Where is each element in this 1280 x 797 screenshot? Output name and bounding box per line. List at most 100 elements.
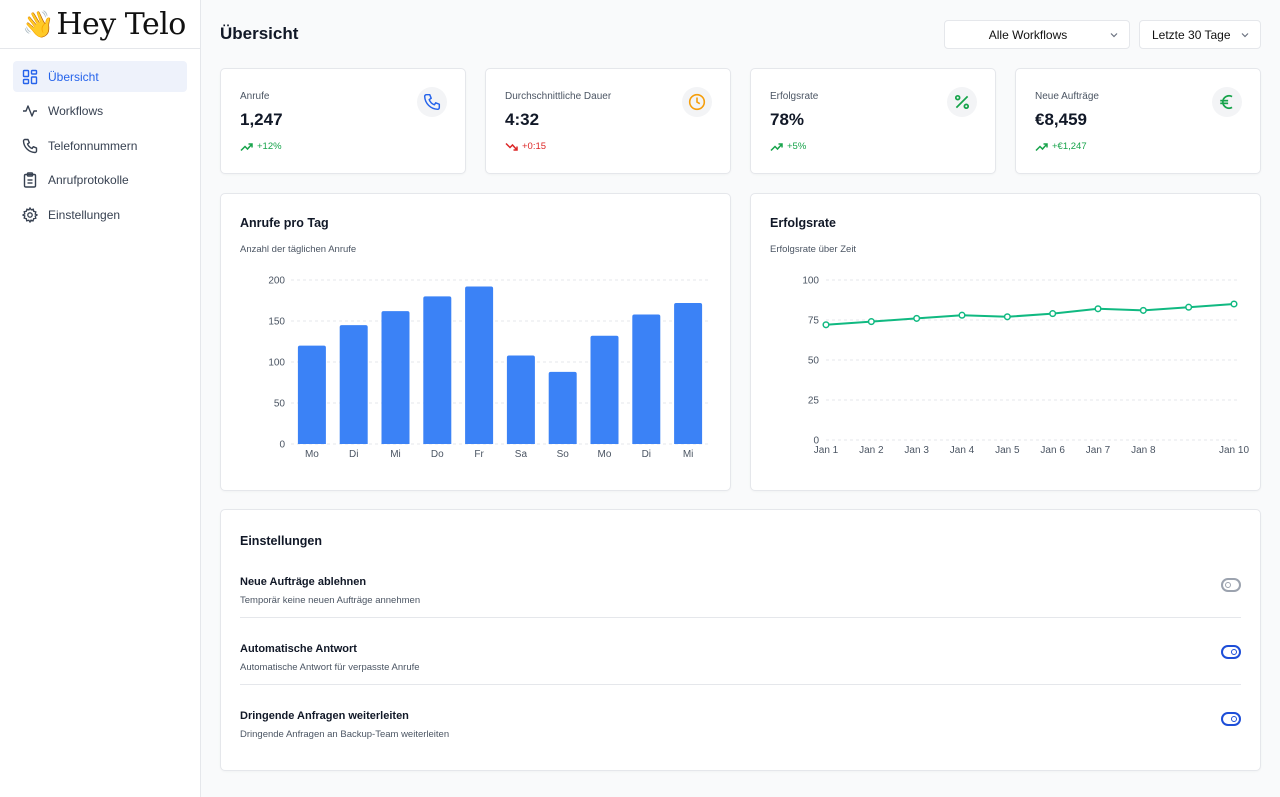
data-point: [1049, 310, 1057, 318]
chart-subtitle: Erfolgsrate über Zeit: [770, 244, 857, 255]
x-tick-label: Mi: [390, 449, 401, 460]
y-tick-label: 25: [808, 396, 820, 407]
data-point: [1003, 313, 1011, 321]
toggle-switch[interactable]: [1221, 645, 1241, 659]
toggle-knob: [1231, 716, 1237, 722]
bar: [339, 325, 368, 444]
x-tick-label: Fr: [474, 449, 484, 460]
bar: [465, 286, 494, 444]
data-point: [958, 311, 966, 319]
data-point: [913, 314, 921, 322]
setting-description: Dringende Anfragen an Backup-Team weiter…: [240, 729, 450, 740]
stat-label: Durchschnittliche Dauer: [505, 91, 612, 102]
calls-bar-chart: 0 50 100 150 200 Mo Di Mi Do Fr Sa So Mo Di Mi: [268, 276, 709, 460]
x-tick-label: Do: [431, 449, 444, 460]
data-point: [822, 321, 830, 329]
stat-trend-value: +0:15: [522, 141, 547, 152]
trend-up-icon: [770, 142, 783, 151]
waving-hand-icon: 👋: [22, 9, 55, 39]
bar: [548, 371, 577, 444]
bar: [590, 335, 619, 444]
x-tick-label: Sa: [515, 449, 528, 460]
workflow-select[interactable]: Alle Workflows: [944, 20, 1130, 49]
chart-subtitle: Anzahl der täglichen Anrufe: [240, 244, 357, 255]
sidebar-item-anrufprotokolle[interactable]: Anrufprotokolle: [13, 165, 187, 196]
bar: [674, 302, 703, 444]
toggle-switch[interactable]: [1221, 712, 1241, 726]
stat-card-erfolgsrate: Erfolgsrate 78% +5%: [750, 68, 996, 174]
setting-description: Automatische Antwort für verpasste Anruf…: [240, 662, 420, 673]
y-tick-label: 0: [813, 436, 819, 447]
bar: [297, 345, 326, 444]
divider: [240, 617, 1241, 618]
y-tick-label: 100: [802, 276, 819, 287]
calls-per-day-card: Anrufe pro Tag Anzahl der täglichen Anru…: [220, 193, 731, 491]
settings-title: Einstellungen: [240, 534, 322, 548]
date-range-select-value: Letzte 30 Tage: [1152, 27, 1231, 42]
x-tick-label: Di: [642, 449, 651, 460]
y-tick-label: 150: [268, 317, 285, 328]
data-point: [1185, 303, 1193, 311]
gear-icon: [22, 206, 38, 223]
x-tick-label: Jan 8: [1131, 445, 1156, 456]
stat-trend: +0:15: [505, 141, 546, 152]
y-tick-label: 200: [268, 276, 285, 287]
clock-icon: [682, 87, 712, 117]
stat-value: 4:32: [505, 110, 540, 129]
x-tick-label: Jan 2: [859, 445, 884, 456]
data-point: [867, 318, 875, 326]
setting-name: Automatische Antwort: [240, 643, 357, 655]
stat-label: Anrufe: [240, 91, 270, 102]
clipboard-icon: [22, 172, 38, 188]
stat-trend-value: +12%: [257, 141, 282, 152]
sidebar: 👋 Hey Telo Übersicht Workflows Telefonnu…: [0, 0, 201, 797]
x-tick-label: Jan 1: [814, 445, 839, 456]
series-line: [825, 303, 1235, 326]
stat-card-anrufe: Anrufe 1,247 +12%: [220, 68, 466, 174]
x-tick-label: Mo: [598, 449, 612, 460]
stat-label: Neue Aufträge: [1035, 91, 1099, 102]
euro-icon: [1212, 87, 1242, 117]
logo[interactable]: 👋 Hey Telo: [0, 0, 200, 49]
bar: [423, 296, 452, 444]
x-tick-label: Jan 3: [904, 445, 929, 456]
y-tick-label: 50: [808, 356, 820, 367]
data-point: [1139, 306, 1147, 314]
page-title: Übersicht: [220, 24, 299, 43]
success-rate-line-chart: 0 25 50 75 100 Jan 1 Jan 2 Jan 3 Jan 4 Jan 5 Jan 6…: [802, 276, 1249, 457]
toggle-switch[interactable]: [1221, 578, 1241, 592]
chevron-down-icon: [1241, 33, 1249, 38]
dashboard-icon: [22, 69, 38, 85]
sidebar-item-label: Einstellungen: [48, 207, 121, 222]
y-tick-label: 50: [274, 399, 286, 410]
stat-value: €8,459: [1035, 110, 1087, 129]
x-tick-label: Di: [349, 449, 358, 460]
y-tick-label: 100: [268, 358, 285, 369]
date-range-select[interactable]: Letzte 30 Tage: [1139, 20, 1261, 49]
percent-icon: [947, 87, 977, 117]
stat-value: 1,247: [240, 110, 283, 129]
sidebar-item-label: Telefonnummern: [48, 138, 138, 153]
trend-down-icon: [505, 142, 518, 151]
x-tick-label: So: [557, 449, 570, 460]
y-tick-label: 0: [279, 440, 285, 451]
stat-trend: +5%: [770, 141, 806, 152]
stat-trend: +12%: [240, 141, 282, 152]
sidebar-item-einstellungen[interactable]: Einstellungen: [13, 199, 187, 230]
sidebar-item-workflows[interactable]: Workflows: [13, 96, 187, 127]
stat-card-neue-auftraege: Neue Aufträge €8,459 +€1,247: [1015, 68, 1261, 174]
stat-label: Erfolgsrate: [770, 91, 819, 102]
toggle-knob: [1231, 649, 1237, 655]
x-tick-label: Mi: [683, 449, 694, 460]
x-tick-label: Mo: [305, 449, 319, 460]
phone-icon: [22, 138, 38, 154]
toggle-knob: [1225, 582, 1231, 588]
chart-title: Anrufe pro Tag: [240, 216, 329, 230]
setting-row-auftraege-ablehnen: Neue Aufträge ablehnen Temporär keine ne…: [240, 576, 1241, 643]
brand-name: Hey Telo: [56, 6, 186, 42]
sidebar-item-uebersicht[interactable]: Übersicht: [13, 61, 187, 92]
main-content: Übersicht Alle Workflows Letzte 30 Tage …: [202, 0, 1280, 797]
sidebar-item-telefonnummern[interactable]: Telefonnummern: [13, 130, 187, 161]
trend-up-icon: [240, 142, 253, 151]
bar: [506, 355, 535, 444]
